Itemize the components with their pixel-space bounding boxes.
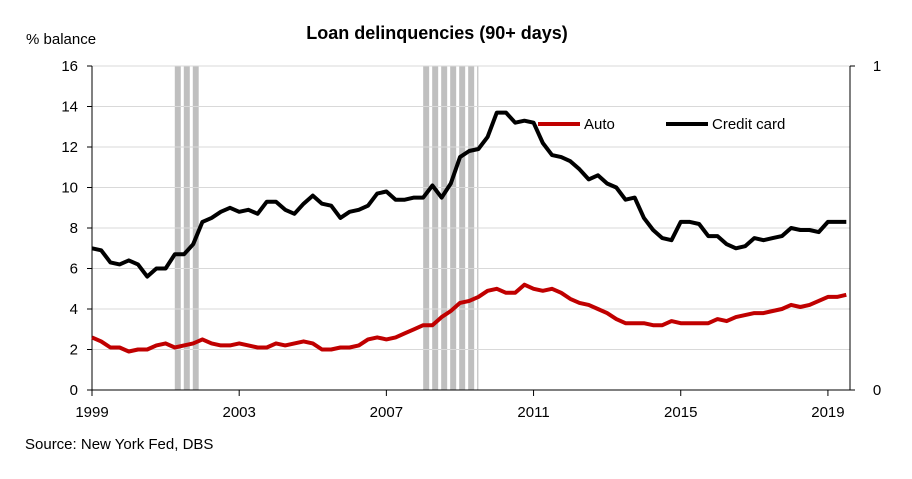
x-tick-label: 1999 [75,404,108,421]
y2-tick-label: 0 [873,382,881,399]
x-tick-label: 2011 [517,404,549,421]
x-tick-label: 2019 [811,404,844,421]
y-tick-label: 16 [61,58,78,75]
y-tick-label: 2 [70,342,78,359]
y-tick-label: 6 [70,261,78,278]
legend-label-credit-card: Credit card [712,116,785,133]
series-line-auto [91,282,847,354]
y-tick-label: 12 [61,139,78,156]
legend: Auto Credit card [538,116,785,133]
series-line-credit-card [91,110,847,279]
y-tick-label: 10 [61,180,78,197]
axes: 0 2 4 6 8 10 12 14 16 0 1 1999 2003 2007 2011 2015 2019 [61,58,881,421]
y-tick-label: 8 [70,220,78,237]
series-lines [91,110,847,354]
legend-label-auto: Auto [584,116,615,133]
source-note: Source: New York Fed, DBS [25,436,214,453]
y-tick-label: 14 [61,99,78,116]
y2-tick-label: 1 [873,58,881,75]
y-tick-label: 0 [70,382,78,399]
x-tick-label: 2003 [222,404,255,421]
chart-title: Loan delinquencies (90+ days) [306,23,568,43]
y-axis-label: % balance [26,31,96,48]
x-tick-label: 2007 [370,404,403,421]
y-tick-label: 4 [70,301,78,318]
x-tick-label: 2015 [664,404,697,421]
gridlines [92,65,850,350]
